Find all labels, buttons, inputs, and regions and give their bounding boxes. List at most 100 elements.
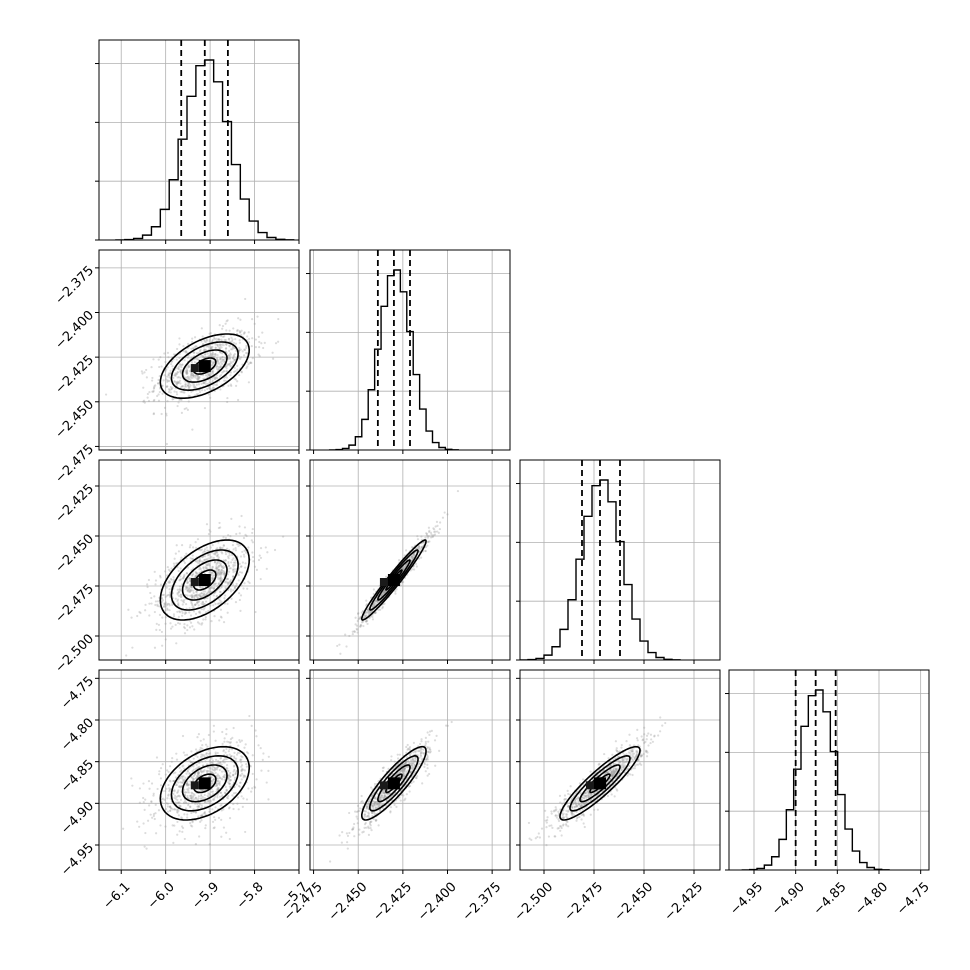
scatter-point xyxy=(421,782,424,785)
scatter-point xyxy=(226,370,229,373)
scatter-point xyxy=(196,377,199,381)
scatter-point xyxy=(567,805,570,808)
scatter-point xyxy=(226,363,229,366)
scatter-point xyxy=(224,559,227,562)
scatter-point xyxy=(399,765,402,768)
scatter-point xyxy=(219,615,223,618)
scatter-point xyxy=(200,788,203,792)
scatter-point xyxy=(175,562,178,565)
scatter-point xyxy=(214,551,217,554)
scatter-point xyxy=(185,372,188,375)
scatter-point xyxy=(181,765,184,768)
scatter-point xyxy=(249,361,252,364)
scatter-point xyxy=(380,796,383,799)
scatter-point xyxy=(355,627,358,630)
scatter-point xyxy=(211,338,214,342)
scatter-point xyxy=(213,377,216,381)
scatter-point xyxy=(219,575,222,579)
scatter-point xyxy=(176,790,179,793)
scatter-point xyxy=(175,808,178,811)
scatter-point xyxy=(188,365,191,369)
scatter-point xyxy=(163,406,167,409)
scatter-point xyxy=(403,763,406,766)
scatter-point xyxy=(202,566,205,569)
scatter-point xyxy=(216,573,220,576)
scatter-point xyxy=(221,358,225,361)
scatter-point xyxy=(238,349,241,352)
scatter-point xyxy=(208,339,211,342)
scatter-point xyxy=(235,741,238,744)
scatter-point xyxy=(382,591,385,594)
scatter-point xyxy=(633,757,636,760)
scatter-point xyxy=(190,601,193,605)
scatter-point xyxy=(245,366,248,370)
scatter-point xyxy=(228,837,231,841)
scatter-point xyxy=(644,749,648,752)
scatter-point xyxy=(375,599,378,602)
scatter-point xyxy=(389,806,393,809)
scatter-point xyxy=(164,807,168,811)
scatter-point xyxy=(402,773,405,777)
scatter-point xyxy=(426,747,429,750)
scatter-point xyxy=(200,793,203,797)
scatter-point xyxy=(625,760,628,763)
scatter-point xyxy=(166,607,169,610)
scatter-point xyxy=(188,794,192,797)
scatter-point xyxy=(181,781,184,784)
scatter-point xyxy=(171,808,174,811)
scatter-point xyxy=(214,346,217,349)
scatter-point xyxy=(208,807,211,810)
scatter-point xyxy=(378,804,381,807)
scatter-point xyxy=(243,526,247,529)
scatter-point xyxy=(413,760,416,763)
scatter-point xyxy=(195,571,198,575)
scatter-point xyxy=(214,553,217,556)
scatter-point xyxy=(214,795,217,798)
scatter-point xyxy=(208,588,211,591)
scatter-point xyxy=(585,792,588,795)
scatter-point xyxy=(190,796,193,799)
scatter-point xyxy=(645,750,648,754)
scatter-point xyxy=(168,602,171,606)
scatter-point xyxy=(198,560,201,563)
scatter-point xyxy=(397,771,400,774)
scatter-point xyxy=(197,393,200,396)
scatter-point xyxy=(228,340,231,343)
scatter-point xyxy=(187,384,190,387)
scatter-point xyxy=(216,354,219,357)
scatter-point xyxy=(144,609,147,612)
scatter-point xyxy=(179,390,182,393)
scatter-point xyxy=(211,386,215,389)
scatter-point xyxy=(232,765,236,768)
scatter-point xyxy=(205,567,208,570)
scatter-point xyxy=(164,609,167,612)
scatter-point xyxy=(375,818,378,822)
scatter-point xyxy=(169,780,172,783)
scatter-point xyxy=(193,346,196,349)
scatter-point xyxy=(216,560,219,563)
scatter-point xyxy=(216,794,219,797)
scatter-point xyxy=(190,775,193,778)
scatter-point xyxy=(209,355,212,358)
scatter-point xyxy=(182,575,186,578)
scatter-point xyxy=(161,599,164,602)
scatter-point xyxy=(169,372,172,375)
scatter-point xyxy=(262,346,265,350)
scatter-point xyxy=(255,568,259,571)
scatter-point xyxy=(412,554,416,557)
scatter-point xyxy=(211,820,215,823)
scatter-point xyxy=(408,746,412,749)
scatter-point xyxy=(251,357,254,360)
scatter-point xyxy=(180,390,183,393)
scatter-point xyxy=(201,594,205,597)
scatter-point xyxy=(229,778,232,782)
scatter-point xyxy=(241,767,244,770)
scatter-point xyxy=(423,761,426,764)
scatter-point xyxy=(210,572,214,575)
scatter-point xyxy=(365,807,369,810)
scatter-point xyxy=(200,354,203,357)
scatter-point xyxy=(218,572,221,575)
scatter-point xyxy=(192,777,195,780)
scatter-point xyxy=(186,375,189,379)
scatter-point xyxy=(351,632,354,636)
